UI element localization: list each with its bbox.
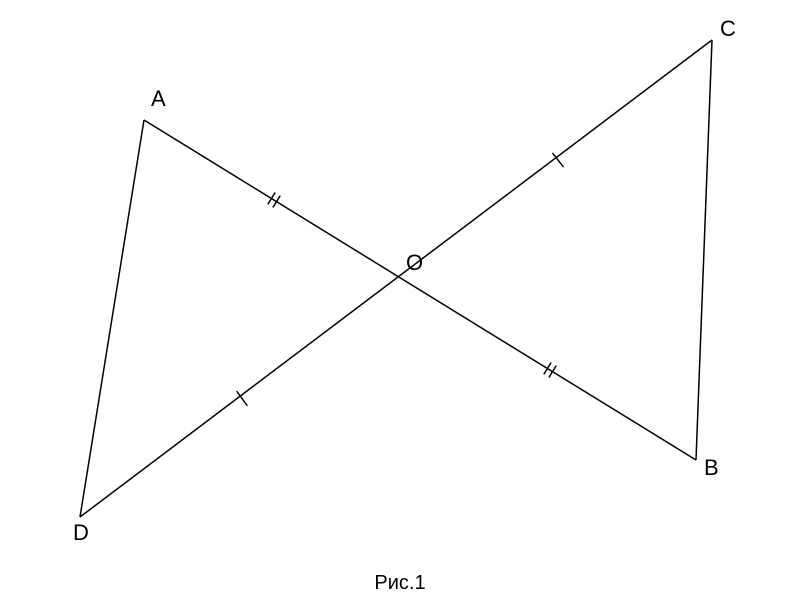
vertex-label-O: O [406, 250, 423, 275]
vertex-label-B: B [704, 455, 719, 480]
mark-AO-tick-0 [268, 192, 275, 204]
vertex-label-A: A [151, 86, 166, 111]
edge-A-B [144, 120, 696, 460]
mark-AO-tick-1 [273, 196, 280, 208]
geometry-diagram: A B C D O [0, 0, 800, 600]
mark-DO-tick-0 [237, 391, 248, 406]
mark-OB-tick-1 [549, 366, 556, 378]
vertex-label-D: D [73, 520, 89, 545]
edge-C-B [696, 40, 712, 460]
vertex-label-C: C [720, 16, 736, 41]
edge-A-D [80, 120, 144, 517]
figure-caption: Рис.1 [374, 572, 425, 595]
mark-OB-tick-0 [544, 362, 551, 374]
edge-D-C [80, 40, 712, 517]
